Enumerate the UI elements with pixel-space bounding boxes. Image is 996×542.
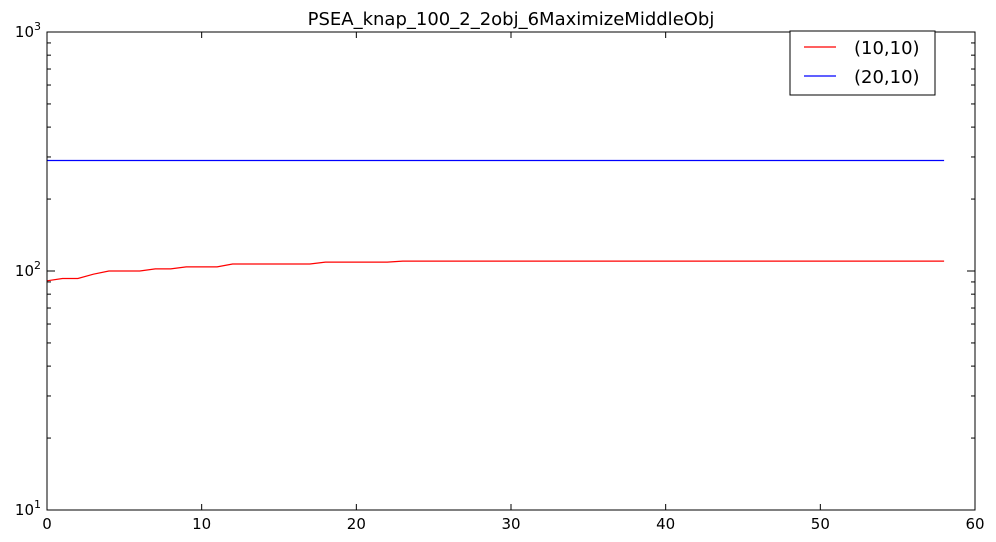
- chart-title: PSEA_knap_100_2_2obj_6MaximizeMiddleObj: [308, 9, 715, 30]
- x-tick-label: 50: [811, 515, 830, 533]
- legend-label-0: (10,10): [854, 38, 920, 59]
- y-tick-label: 103: [15, 20, 41, 41]
- series-line-0: [46, 260, 945, 282]
- legend: (10,10) (20,10): [789, 30, 936, 96]
- x-tick-label: 10: [192, 515, 211, 533]
- legend-box: [789, 30, 936, 96]
- legend-label-1: (20,10): [854, 67, 920, 88]
- y-tick-label: 101: [15, 498, 41, 519]
- x-tick-label: 60: [965, 515, 984, 533]
- x-tick-label: 30: [501, 515, 520, 533]
- x-tick-label: 20: [347, 515, 366, 533]
- y-tick-label: 102: [15, 259, 41, 280]
- plot-area: 0 10 20 30 40 50 60 101 102 103: [15, 20, 985, 533]
- x-tick-label: 0: [42, 515, 52, 533]
- plot-frame: [46, 31, 976, 511]
- x-tick-label: 40: [656, 515, 675, 533]
